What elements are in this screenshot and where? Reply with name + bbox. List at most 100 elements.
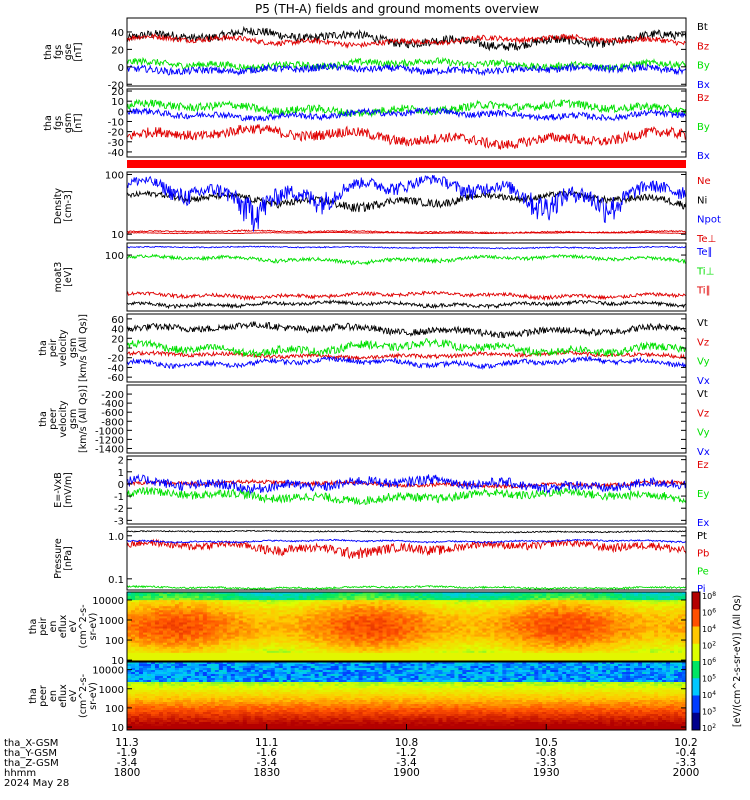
heatmap-cell	[558, 654, 563, 658]
heatmap-cell	[170, 642, 176, 646]
heatmap-cell	[446, 632, 451, 636]
heatmap-cell	[218, 638, 224, 642]
heatmap-cell	[182, 594, 188, 597]
heatmap-cell	[158, 596, 164, 599]
heatmap-cell	[398, 658, 403, 662]
heatmap-cell	[266, 646, 272, 650]
heatmap-cell	[258, 606, 264, 609]
heatmap-cell	[666, 626, 671, 629]
heatmap-cell	[242, 640, 248, 644]
heatmap-cell	[486, 652, 491, 656]
heatmap-cell	[138, 624, 144, 627]
heatmap-cell	[178, 630, 184, 633]
heatmap-cell	[646, 636, 651, 640]
heatmap-cell	[414, 612, 419, 615]
heatmap-cell	[606, 604, 611, 607]
heatmap-cell	[326, 658, 332, 662]
heatmap-cell	[390, 604, 395, 607]
heatmap-cell	[638, 640, 643, 644]
heatmap-cell	[322, 630, 328, 633]
heatmap-cell	[334, 628, 340, 631]
heatmap-cell	[250, 610, 256, 613]
heatmap-cell	[538, 608, 543, 611]
heatmap-cell	[650, 602, 655, 605]
heatmap-cell	[546, 618, 551, 621]
heatmap-cell	[406, 624, 411, 627]
heatmap-cell	[658, 632, 663, 636]
heatmap-cell	[127, 602, 132, 605]
heatmap-cell	[454, 620, 459, 623]
heatmap-cell	[234, 606, 240, 609]
heatmap-cell	[610, 634, 615, 638]
heatmap-cell	[254, 654, 260, 658]
heatmap-cell	[482, 600, 487, 603]
heatmap-cell	[250, 642, 256, 646]
heatmap-cell	[266, 606, 272, 609]
heatmap-cell	[474, 636, 479, 640]
heatmap-cell	[662, 638, 667, 642]
heatmap-cell	[478, 598, 483, 601]
heatmap-cell	[594, 594, 599, 597]
heatmap-cell	[226, 602, 232, 605]
heatmap-cell	[198, 618, 204, 621]
heatmap-cell	[326, 634, 332, 638]
heatmap-cell	[610, 628, 615, 631]
heatmap-cell	[526, 612, 531, 615]
heatmap-cell	[402, 632, 407, 636]
heatmap-cell	[566, 622, 571, 625]
heatmap-cell	[274, 636, 280, 640]
heatmap-cell	[574, 632, 579, 636]
heatmap-cell	[526, 624, 531, 627]
heatmap-cell	[614, 646, 619, 650]
y-axis-label: Pressure	[53, 538, 64, 579]
heatmap-cell	[486, 638, 491, 642]
heatmap-cell	[290, 602, 296, 605]
heatmap-cell	[554, 638, 559, 642]
heatmap-cell	[282, 644, 288, 648]
heatmap-cell	[358, 618, 363, 621]
heatmap-cell	[594, 624, 599, 627]
heatmap-cell	[286, 630, 292, 633]
heatmap-cell	[626, 642, 631, 646]
heatmap-cell	[282, 652, 288, 656]
heatmap-cell	[350, 652, 355, 656]
heatmap-cell	[382, 600, 387, 603]
heatmap-cell	[158, 606, 164, 609]
heatmap-cell	[406, 614, 411, 617]
heatmap-cell	[294, 592, 300, 595]
heatmap-cell	[290, 650, 296, 654]
heatmap-cell	[298, 638, 304, 642]
heatmap-cell	[342, 628, 347, 631]
heatmap-cell	[398, 648, 403, 652]
heatmap-cell	[330, 626, 336, 629]
heatmap-cell	[150, 652, 156, 656]
y-tick-label: -800	[101, 417, 124, 428]
heatmap-cell	[190, 630, 196, 633]
heatmap-cell	[554, 602, 559, 605]
heatmap-cell	[250, 616, 256, 619]
heatmap-cell	[678, 650, 683, 654]
legend-entry: Vz	[697, 337, 709, 348]
heatmap-cell	[370, 638, 375, 642]
heatmap-cell	[410, 592, 415, 595]
heatmap-cell	[366, 610, 371, 613]
heatmap-cell	[290, 630, 296, 633]
heatmap-cell	[594, 646, 599, 650]
heatmap-cell	[127, 612, 132, 615]
heatmap-cell	[526, 628, 531, 631]
heatmap-cell	[458, 630, 463, 633]
heatmap-cell	[158, 636, 164, 640]
heatmap-cell	[182, 650, 188, 654]
heatmap-cell	[654, 648, 659, 652]
heatmap-cell	[482, 648, 487, 652]
heatmap-cell	[466, 632, 471, 636]
heatmap-cell	[610, 614, 615, 617]
heatmap-cell	[562, 658, 567, 662]
heatmap-cell	[498, 614, 503, 617]
heatmap-cell	[570, 616, 575, 619]
heatmap-cell	[194, 654, 200, 658]
heatmap-cell	[430, 618, 435, 621]
heatmap-cell	[414, 650, 419, 654]
heatmap-cell	[350, 608, 355, 611]
heatmap-cell	[182, 632, 188, 636]
